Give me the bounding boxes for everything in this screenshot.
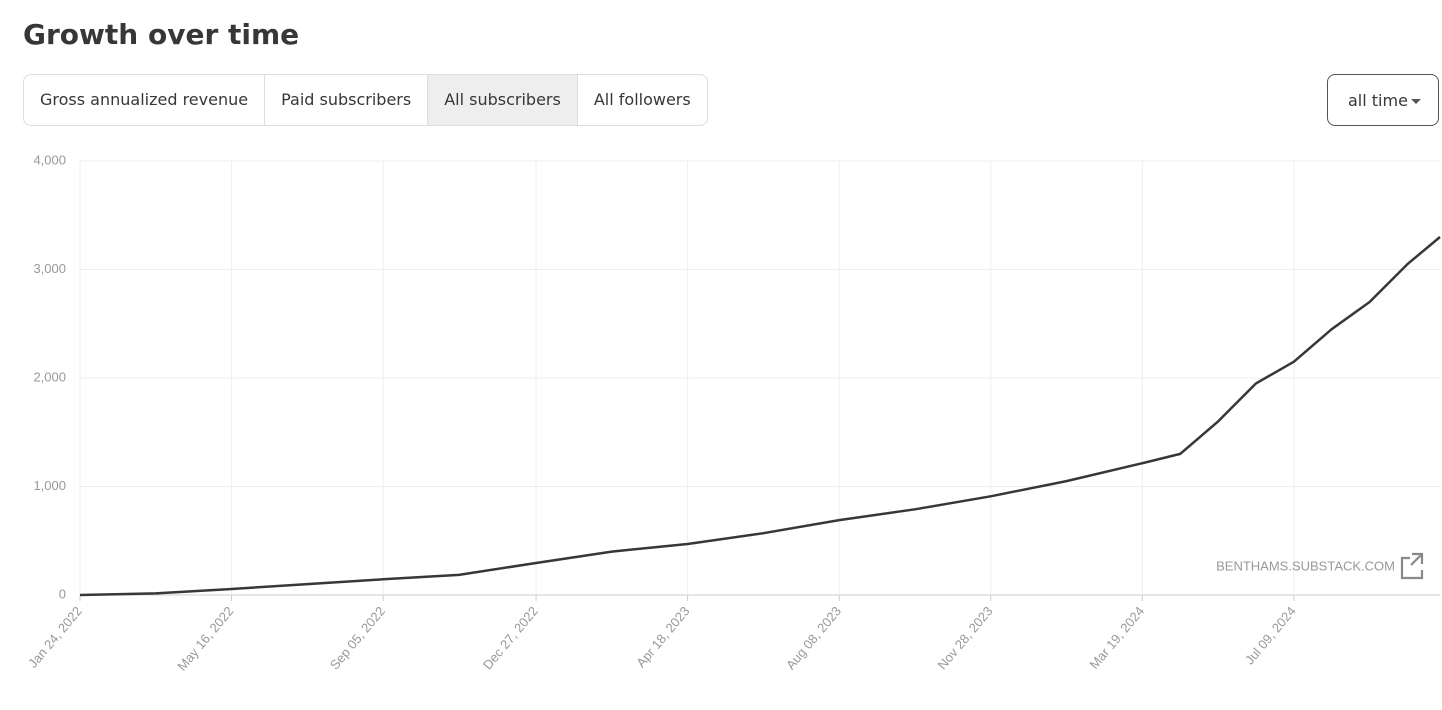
y-tick-label: 1,000 <box>33 478 66 493</box>
chart: 0 1,000 2,000 3,000 4,000 Jan 24, 2022 May 16,… <box>25 152 1441 673</box>
tab[interactable]: Paid subscribers <box>265 75 429 125</box>
tab-bar: Gross annualized revenue Paid subscriber… <box>23 74 708 126</box>
y-tick-label: 2,000 <box>33 369 66 384</box>
x-tick-label: May 16, 2022 <box>174 603 236 673</box>
x-tick-label: Dec 27, 2022 <box>480 603 541 672</box>
page-title: Growth over time <box>23 18 300 51</box>
y-tick-label: 4,000 <box>33 152 66 167</box>
y-tick-label: 0 <box>59 586 66 601</box>
x-tick-label: Aug 08, 2023 <box>783 603 844 672</box>
watermark: BENTHAMS.SUBSTACK.COM <box>1216 558 1395 573</box>
x-tick-label: Apr 18, 2023 <box>633 603 692 670</box>
tab[interactable]: Gross annualized revenue <box>24 75 266 125</box>
x-tick-label: Jan 24, 2022 <box>25 603 85 670</box>
data-line <box>79 236 1441 597</box>
range-dropdown[interactable]: all time <box>1327 74 1439 126</box>
x-tick-label: Mar 19, 2024 <box>1086 603 1147 671</box>
external-link-icon[interactable] <box>1400 552 1424 580</box>
tab[interactable]: All subscribers <box>428 75 578 125</box>
y-tick-label: 3,000 <box>33 261 66 276</box>
x-tick-label: Sep 05, 2022 <box>327 603 388 672</box>
tab[interactable]: All followers <box>593 90 691 109</box>
x-tick-label: Nov 28, 2023 <box>934 603 995 672</box>
x-tick-label: Jul 09, 2024 <box>1242 603 1299 667</box>
icon-part <box>1400 552 1424 580</box>
